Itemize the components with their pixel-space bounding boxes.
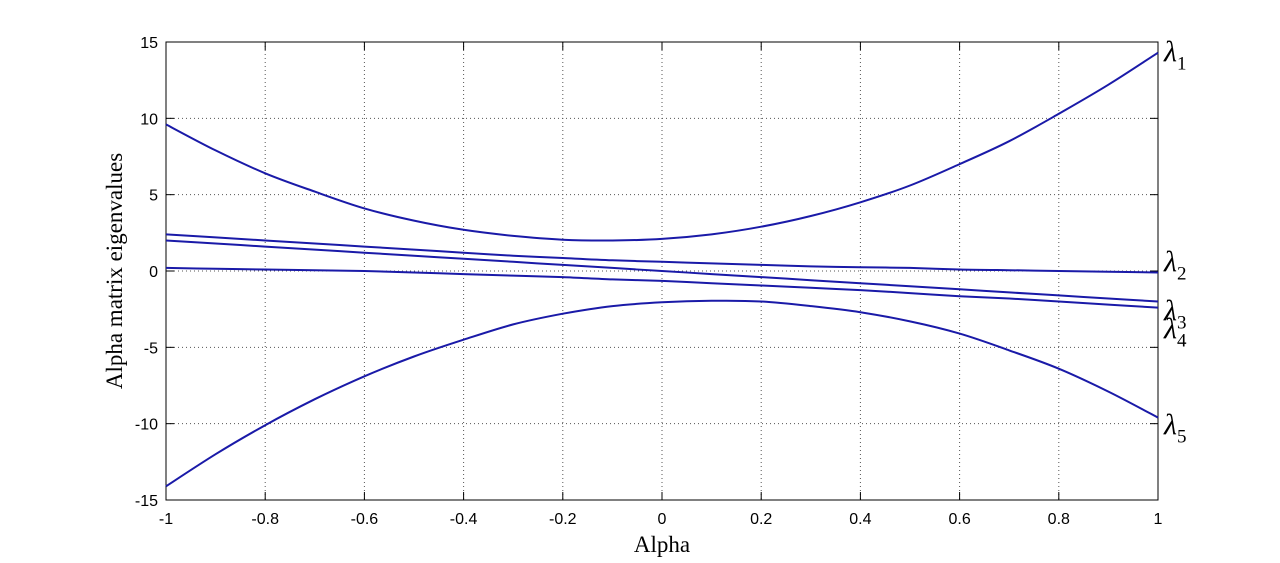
x-tick-label: 0.8 [1048, 511, 1070, 528]
series-label-lambda-3: λ3 [1163, 295, 1187, 334]
x-tick-label: 0.4 [849, 511, 871, 528]
series-label-lambda-1: λ1 [1163, 36, 1187, 75]
axis-ticks: -1 -0.8 -0.6 -0.4 -0.2 0 0.2 0.4 0.6 0.8 1 15 10 5 0 -5… [135, 35, 1163, 528]
x-tick-label: -0.2 [549, 511, 577, 528]
series-line-lambda-4 [165, 266, 1159, 309]
y-tick-label: 15 [140, 35, 158, 52]
y-tick-label: 5 [149, 188, 158, 205]
series-label-lambda-4: λ4 [1163, 313, 1187, 352]
x-tick-label: 0.2 [750, 511, 772, 528]
series-line-lambda-5 [165, 299, 1159, 488]
x-tick-label: 0.6 [948, 511, 970, 528]
series-line-lambda-2 [165, 233, 1159, 274]
x-tick-label: 1 [1154, 511, 1163, 528]
x-tick-label: 0 [658, 511, 667, 528]
series-label-lambda-2: λ2 [1163, 246, 1187, 285]
series-lines [165, 51, 1159, 488]
y-axis-label: Alpha matrix eigenvalues [102, 153, 127, 389]
y-tick-label: -15 [135, 493, 158, 510]
x-axis-label: Alpha [634, 532, 690, 557]
y-tick-label: 10 [140, 111, 158, 128]
series-line-lambda-1 [165, 51, 1159, 242]
x-tick-label: -0.4 [450, 511, 478, 528]
series-line-lambda-3 [165, 239, 1159, 303]
y-tick-label: -10 [135, 417, 158, 434]
y-tick-label: 0 [149, 264, 158, 281]
y-tick-label: -5 [144, 340, 158, 357]
x-tick-label: -1 [159, 511, 173, 528]
series-label-lambda-5: λ5 [1163, 409, 1187, 448]
x-tick-label: -0.6 [351, 511, 379, 528]
x-tick-label: -0.8 [251, 511, 279, 528]
